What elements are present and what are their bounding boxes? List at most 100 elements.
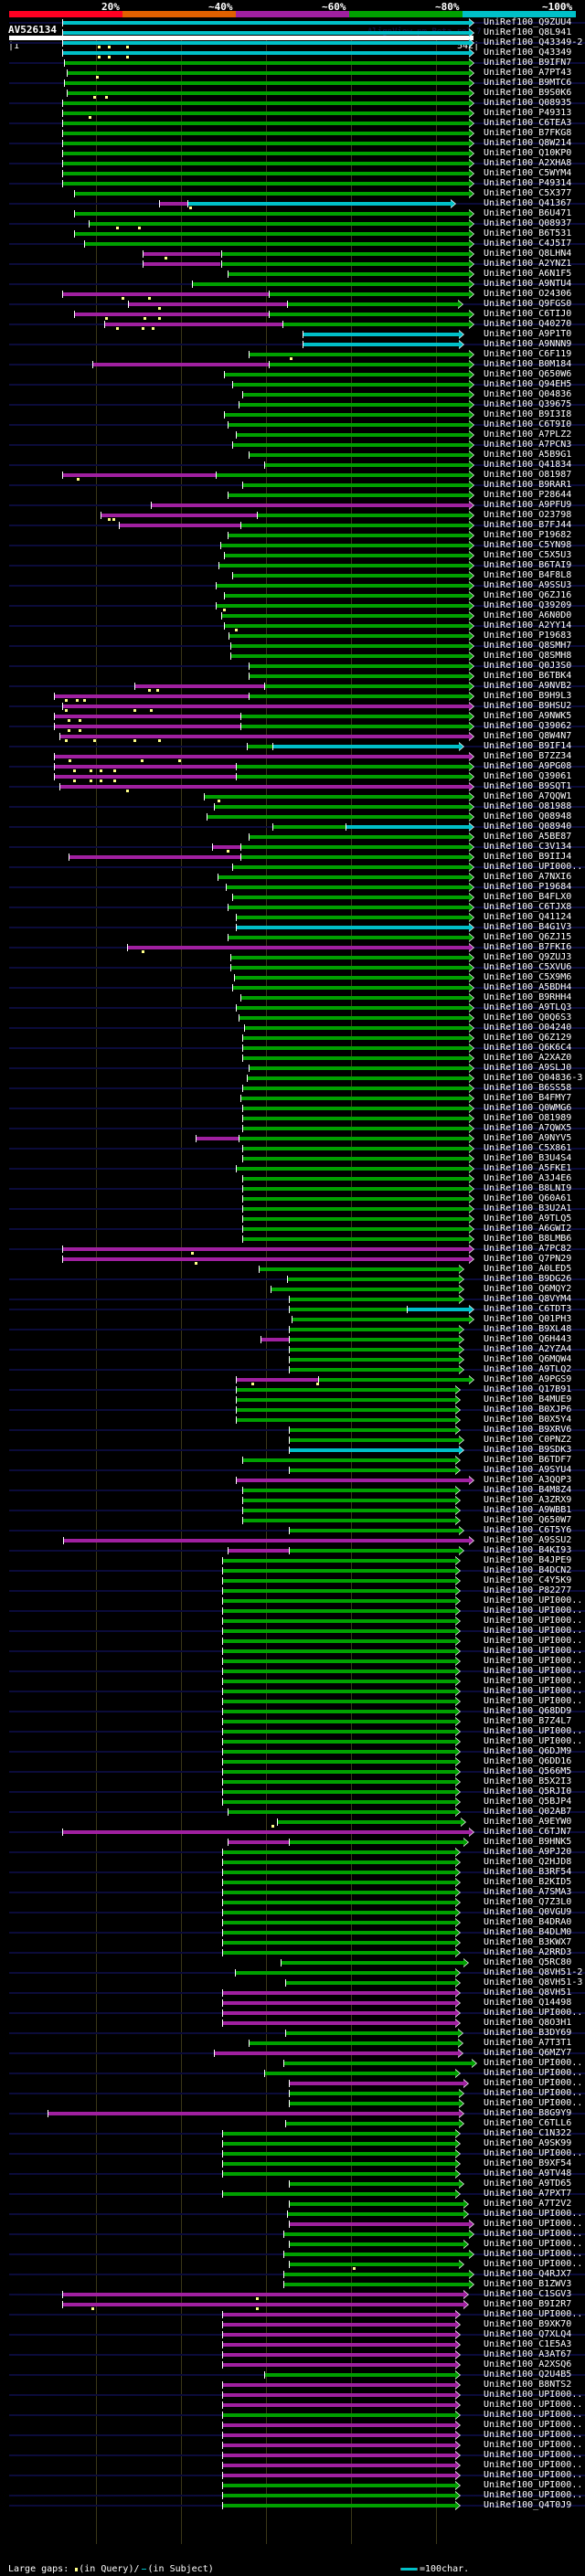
hit-row[interactable]: UniRef100_Q6MQY2	[0, 1284, 585, 1295]
hit-label[interactable]: UniRef100_A6GWI2	[484, 1224, 572, 1234]
hit-row[interactable]: UniRef100_Q39675	[0, 399, 585, 410]
hit-row[interactable]: UniRef100_Q5RC80	[0, 1957, 585, 1968]
hit-row[interactable]: UniRef100_A9NVB2	[0, 681, 585, 692]
hit-label[interactable]: UniRef100_UPI000..	[484, 2249, 583, 2259]
hit-label[interactable]: UniRef100_Q6ZJ16	[484, 590, 572, 600]
hit-row[interactable]: UniRef100_Q14498	[0, 1998, 585, 2009]
hit-row[interactable]: UniRef100_C1SGV3	[0, 2289, 585, 2300]
hit-row[interactable]: UniRef100_B4MUE9	[0, 1394, 585, 1405]
hit-label[interactable]: UniRef100_B7FKI6	[484, 942, 572, 952]
hit-label[interactable]: UniRef100_A7SMA3	[484, 1887, 572, 1897]
hit-row[interactable]: UniRef100_Q8O3H1	[0, 2018, 585, 2029]
hit-label[interactable]: UniRef100_B9SDK3	[484, 1445, 572, 1455]
hit-row[interactable]: UniRef100_UPI000..	[0, 2249, 585, 2260]
hit-label[interactable]: UniRef100_B9S0K6	[484, 88, 572, 98]
hit-label[interactable]: UniRef100_UPI000..	[484, 2309, 583, 2319]
hit-label[interactable]: UniRef100_Q8O3H1	[484, 2018, 572, 2028]
hit-row[interactable]: UniRef100_C5XVU6	[0, 962, 585, 973]
hit-row[interactable]: UniRef100_C5X5U3	[0, 550, 585, 561]
hit-label[interactable]: UniRef100_UPI000..	[484, 2239, 583, 2249]
hit-label[interactable]: UniRef100_UPI000..	[484, 1606, 583, 1616]
hit-label[interactable]: UniRef100_UPI000..	[484, 1616, 583, 1626]
hit-row[interactable]: UniRef100_Q8W4N7	[0, 731, 585, 742]
hit-label[interactable]: UniRef100_Q41124	[484, 912, 572, 922]
hit-row[interactable]: UniRef100_C4J5I7	[0, 239, 585, 249]
hit-row[interactable]: UniRef100_B4DRA0	[0, 1917, 585, 1928]
hit-row[interactable]: UniRef100_UPI000..	[0, 2259, 585, 2270]
hit-label[interactable]: UniRef100_Q02AB7	[484, 1807, 572, 1817]
hit-label[interactable]: UniRef100_UPI000..	[484, 2008, 583, 2018]
hit-row[interactable]: UniRef100_B7ZZ34	[0, 751, 585, 762]
hit-label[interactable]: UniRef100_Q5RC80	[484, 1957, 572, 1967]
hit-row[interactable]: UniRef100_A3J4E6	[0, 1173, 585, 1184]
hit-row[interactable]: UniRef100_A5B9G1	[0, 450, 585, 461]
hit-row[interactable]: UniRef100_UPI000..	[0, 1686, 585, 1697]
hit-label[interactable]: UniRef100_A9SYU4	[484, 1465, 572, 1475]
hit-label[interactable]: UniRef100_UPI000..	[484, 1636, 583, 1646]
hit-label[interactable]: UniRef100_B3DY69	[484, 2028, 572, 2038]
hit-row[interactable]: UniRef100_A9TLQ5	[0, 1214, 585, 1224]
hit-label[interactable]: UniRef100_B9XK70	[484, 2319, 572, 2329]
hit-label[interactable]: UniRef100_Q8VH51	[484, 1988, 572, 1998]
hit-label[interactable]: UniRef100_A3ZRX9	[484, 1495, 572, 1505]
hit-label[interactable]: UniRef100_UPI000..	[484, 1726, 583, 1736]
hit-row[interactable]: UniRef100_Q04836	[0, 389, 585, 400]
hit-label[interactable]: UniRef100_A9TLQ3	[484, 1002, 572, 1012]
hit-row[interactable]: UniRef100_A5FKE1	[0, 1163, 585, 1174]
hit-row[interactable]: UniRef100_B8LMB6	[0, 1234, 585, 1245]
hit-label[interactable]: UniRef100_UPI000..	[484, 2450, 583, 2460]
hit-label[interactable]: UniRef100_B8LNI9	[484, 1183, 572, 1193]
hit-row[interactable]: UniRef100_O81989	[0, 1113, 585, 1124]
hit-label[interactable]: UniRef100_O81988	[484, 801, 572, 811]
hit-row[interactable]: UniRef100_B4FMY7	[0, 1093, 585, 1104]
hit-row[interactable]: UniRef100_B9IF14	[0, 741, 585, 752]
hit-row[interactable]: UniRef100_Q5BJP4	[0, 1797, 585, 1807]
hit-label[interactable]: UniRef100_Q6Z129	[484, 1033, 572, 1043]
hit-row[interactable]: UniRef100_B8NTS2	[0, 2380, 585, 2390]
hit-row[interactable]: UniRef100_A2RRD3	[0, 1947, 585, 1958]
hit-label[interactable]: UniRef100_Q41367	[484, 198, 572, 208]
hit-label[interactable]: UniRef100_Q4RJX7	[484, 2269, 572, 2279]
hit-label[interactable]: UniRef100_Q2HJD8	[484, 1857, 572, 1867]
hit-row[interactable]: UniRef100_Q60A61	[0, 1193, 585, 1204]
hit-row[interactable]: UniRef100_UPI000..	[0, 2410, 585, 2421]
hit-row[interactable]: UniRef100_B4G1V3	[0, 922, 585, 933]
hit-row[interactable]: UniRef100_Q8L941	[0, 27, 585, 38]
hit-row[interactable]: UniRef100_C0PNZ2	[0, 1435, 585, 1446]
hit-label[interactable]: UniRef100_C0PNZ2	[484, 1435, 572, 1445]
hit-label[interactable]: UniRef100_B9XL48	[484, 1324, 572, 1334]
hit-label[interactable]: UniRef100_B6TAI9	[484, 560, 572, 570]
hit-row[interactable]: UniRef100_Q01PH3	[0, 1314, 585, 1325]
hit-label[interactable]: UniRef100_C6TJX8	[484, 902, 572, 912]
hit-row[interactable]: UniRef100_B2KID5	[0, 1877, 585, 1888]
hit-label[interactable]: UniRef100_B6TDF7	[484, 1455, 572, 1465]
hit-row[interactable]: UniRef100_Q41124	[0, 912, 585, 923]
hit-label[interactable]: UniRef100_B9DG26	[484, 1274, 572, 1284]
hit-row[interactable]: UniRef100_B4F8L8	[0, 570, 585, 581]
hit-label[interactable]: UniRef100_A9NWK5	[484, 711, 572, 721]
hit-row[interactable]: UniRef100_UPI000..	[0, 2309, 585, 2320]
hit-row[interactable]: UniRef100_A7QWX5	[0, 1123, 585, 1134]
hit-label[interactable]: UniRef100_Q08937	[484, 218, 572, 228]
hit-row[interactable]: UniRef100_B9IFN7	[0, 58, 585, 69]
hit-row[interactable]: UniRef100_C6TIJ0	[0, 309, 585, 320]
hit-label[interactable]: UniRef100_UPI000..	[484, 2440, 583, 2450]
hit-row[interactable]: UniRef100_A9TV48	[0, 2168, 585, 2179]
hit-label[interactable]: UniRef100_Q08940	[484, 822, 572, 832]
hit-label[interactable]: UniRef100_Q39675	[484, 399, 572, 409]
hit-label[interactable]: UniRef100_Q6DD16	[484, 1756, 572, 1766]
hit-label[interactable]: UniRef100_B0M184	[484, 359, 572, 369]
hit-row[interactable]: UniRef100_Q7XLQ4	[0, 2329, 585, 2340]
hit-row[interactable]: UniRef100_B4KI93	[0, 1545, 585, 1556]
hit-label[interactable]: UniRef100_B3RF54	[484, 1867, 572, 1877]
hit-label[interactable]: UniRef100_B4G1V3	[484, 922, 572, 932]
hit-label[interactable]: UniRef100_UPI000..	[484, 2148, 583, 2158]
hit-label[interactable]: UniRef100_C4J5I7	[484, 239, 572, 249]
hit-label[interactable]: UniRef100_C5X9M6	[484, 972, 572, 982]
hit-row[interactable]: UniRef100_UPI000..	[0, 1696, 585, 1707]
hit-row[interactable]: UniRef100_UPI000..	[0, 2068, 585, 2079]
hit-label[interactable]: UniRef100_UPI000..	[484, 2209, 583, 2219]
hit-label[interactable]: UniRef100_B9I3I8	[484, 409, 572, 419]
hit-label[interactable]: UniRef100_UPI000..	[484, 1686, 583, 1696]
hit-label[interactable]: UniRef100_Q39062	[484, 721, 572, 731]
